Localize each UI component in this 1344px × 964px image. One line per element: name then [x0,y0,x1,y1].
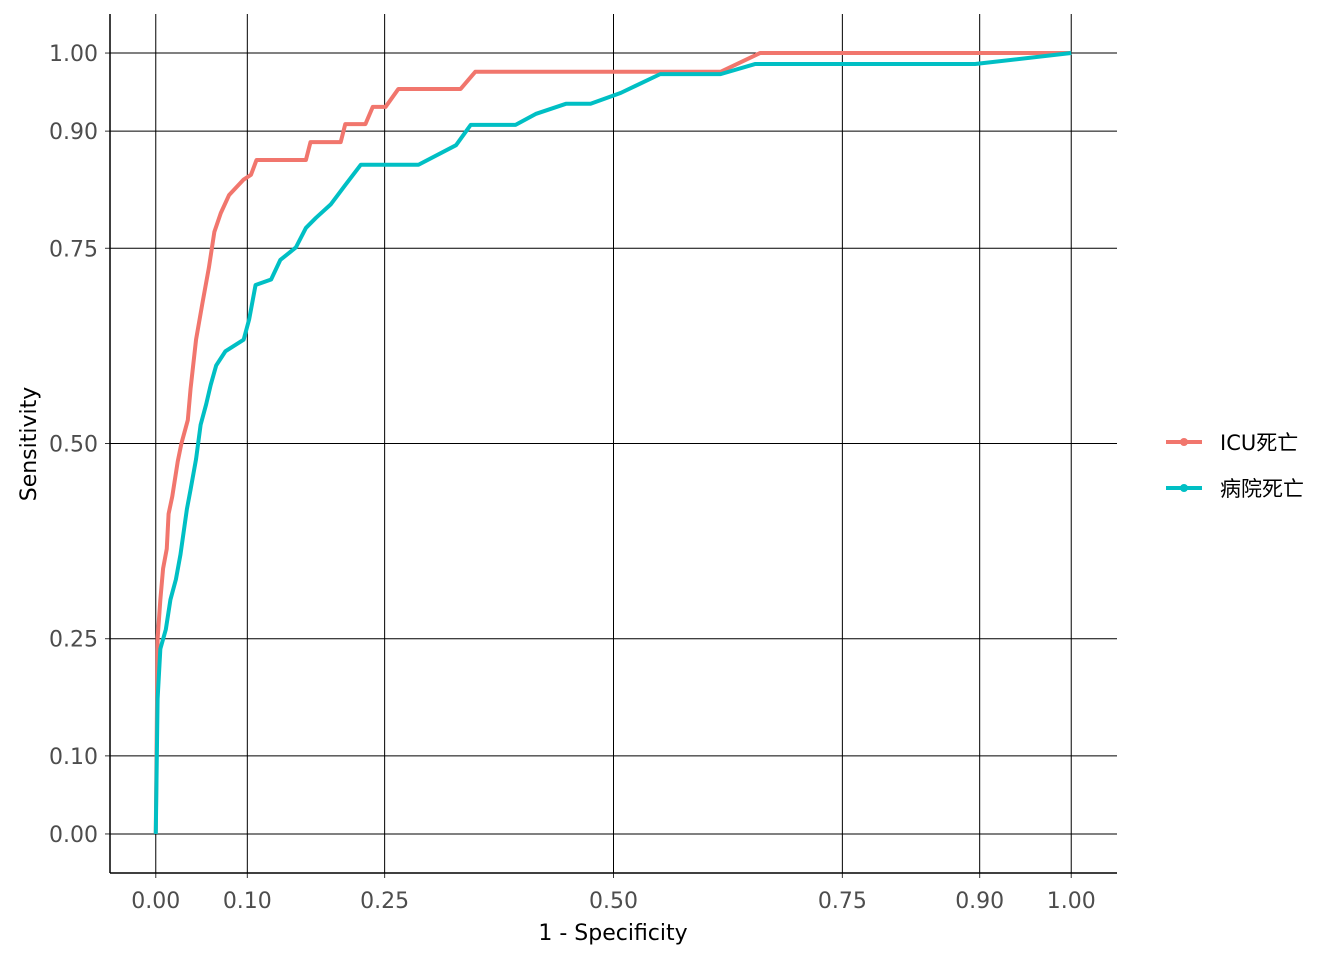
roc-line [153,51,1072,834]
y-tick-label: 0.75 [49,237,98,262]
y-tick-label: 0.25 [49,628,98,653]
x-tick-label: 0.75 [818,889,867,914]
x-tick-label: 0.50 [589,889,638,914]
y-tick-label: 0.90 [49,120,98,145]
legend-dot [1180,438,1188,446]
y-tick-label: 1.00 [49,42,98,67]
y-tick-label: 0.00 [49,823,98,848]
x-tick-label: 0.25 [360,889,409,914]
y-tick-label: 0.10 [49,745,98,770]
y-tick-label: 0.50 [49,433,98,458]
x-axis-title: 1 - Specificity [538,921,687,946]
x-tick-label: 1.00 [1047,889,1096,914]
x-tick-label: 0.00 [131,889,180,914]
legend-label: ICU死亡 [1220,431,1298,455]
x-tick-label: 0.90 [955,889,1004,914]
legend-label: 病院死亡 [1220,477,1304,501]
legend-dot [1180,484,1188,492]
y-axis-title: Sensitivity [17,387,42,502]
x-tick-label: 0.10 [223,889,272,914]
roc-line [153,51,1072,834]
